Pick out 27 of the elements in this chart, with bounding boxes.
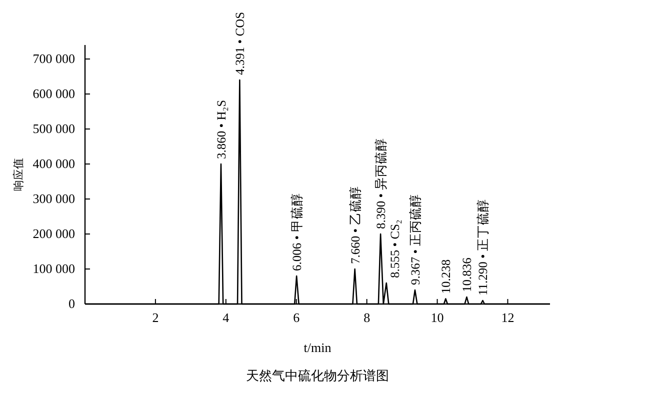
annotation: 10.836: [460, 258, 474, 292]
y-tick-label: 400 000: [32, 156, 75, 171]
x-tick-label: 6: [293, 310, 300, 325]
annotation: 9.367 • 正丙硫醇: [408, 194, 422, 285]
y-tick-label: 600 000: [32, 86, 75, 101]
y-axis-title: 响应值: [12, 158, 25, 191]
y-tick-label: 300 000: [32, 191, 75, 206]
y-tick-label: 700 000: [32, 51, 75, 66]
x-tick-label: 10: [430, 310, 444, 325]
text: 天然气中硫化物分析谱图: [246, 368, 389, 383]
y-tick-label: 200 000: [32, 226, 75, 241]
annotation: 11.290 • 正丁硫醇: [476, 198, 490, 296]
annotation: 8.555 • CS₂: [388, 220, 402, 278]
annotation: 7.660 • 乙硫醇: [348, 186, 362, 264]
y-tick-label: 0: [68, 296, 75, 311]
x-tick-label: 4: [222, 310, 230, 325]
annotation: 4.391 • COS: [233, 12, 248, 75]
annotation: 8.390 • 异丙硫醇: [374, 138, 388, 229]
x-tick-label: 12: [501, 310, 514, 325]
annotation: 10.238: [439, 259, 454, 294]
annotation: 3.860 • H₂S: [214, 100, 228, 159]
x-axis-title: t/min: [304, 340, 332, 355]
x-tick-label: 8: [364, 310, 370, 325]
y-tick-label: 100 000: [32, 261, 75, 276]
y-tick-label: 500 000: [32, 121, 75, 136]
x-tick-label: 2: [152, 310, 159, 325]
annotation: 6.006 • 甲硫醇: [290, 193, 304, 271]
